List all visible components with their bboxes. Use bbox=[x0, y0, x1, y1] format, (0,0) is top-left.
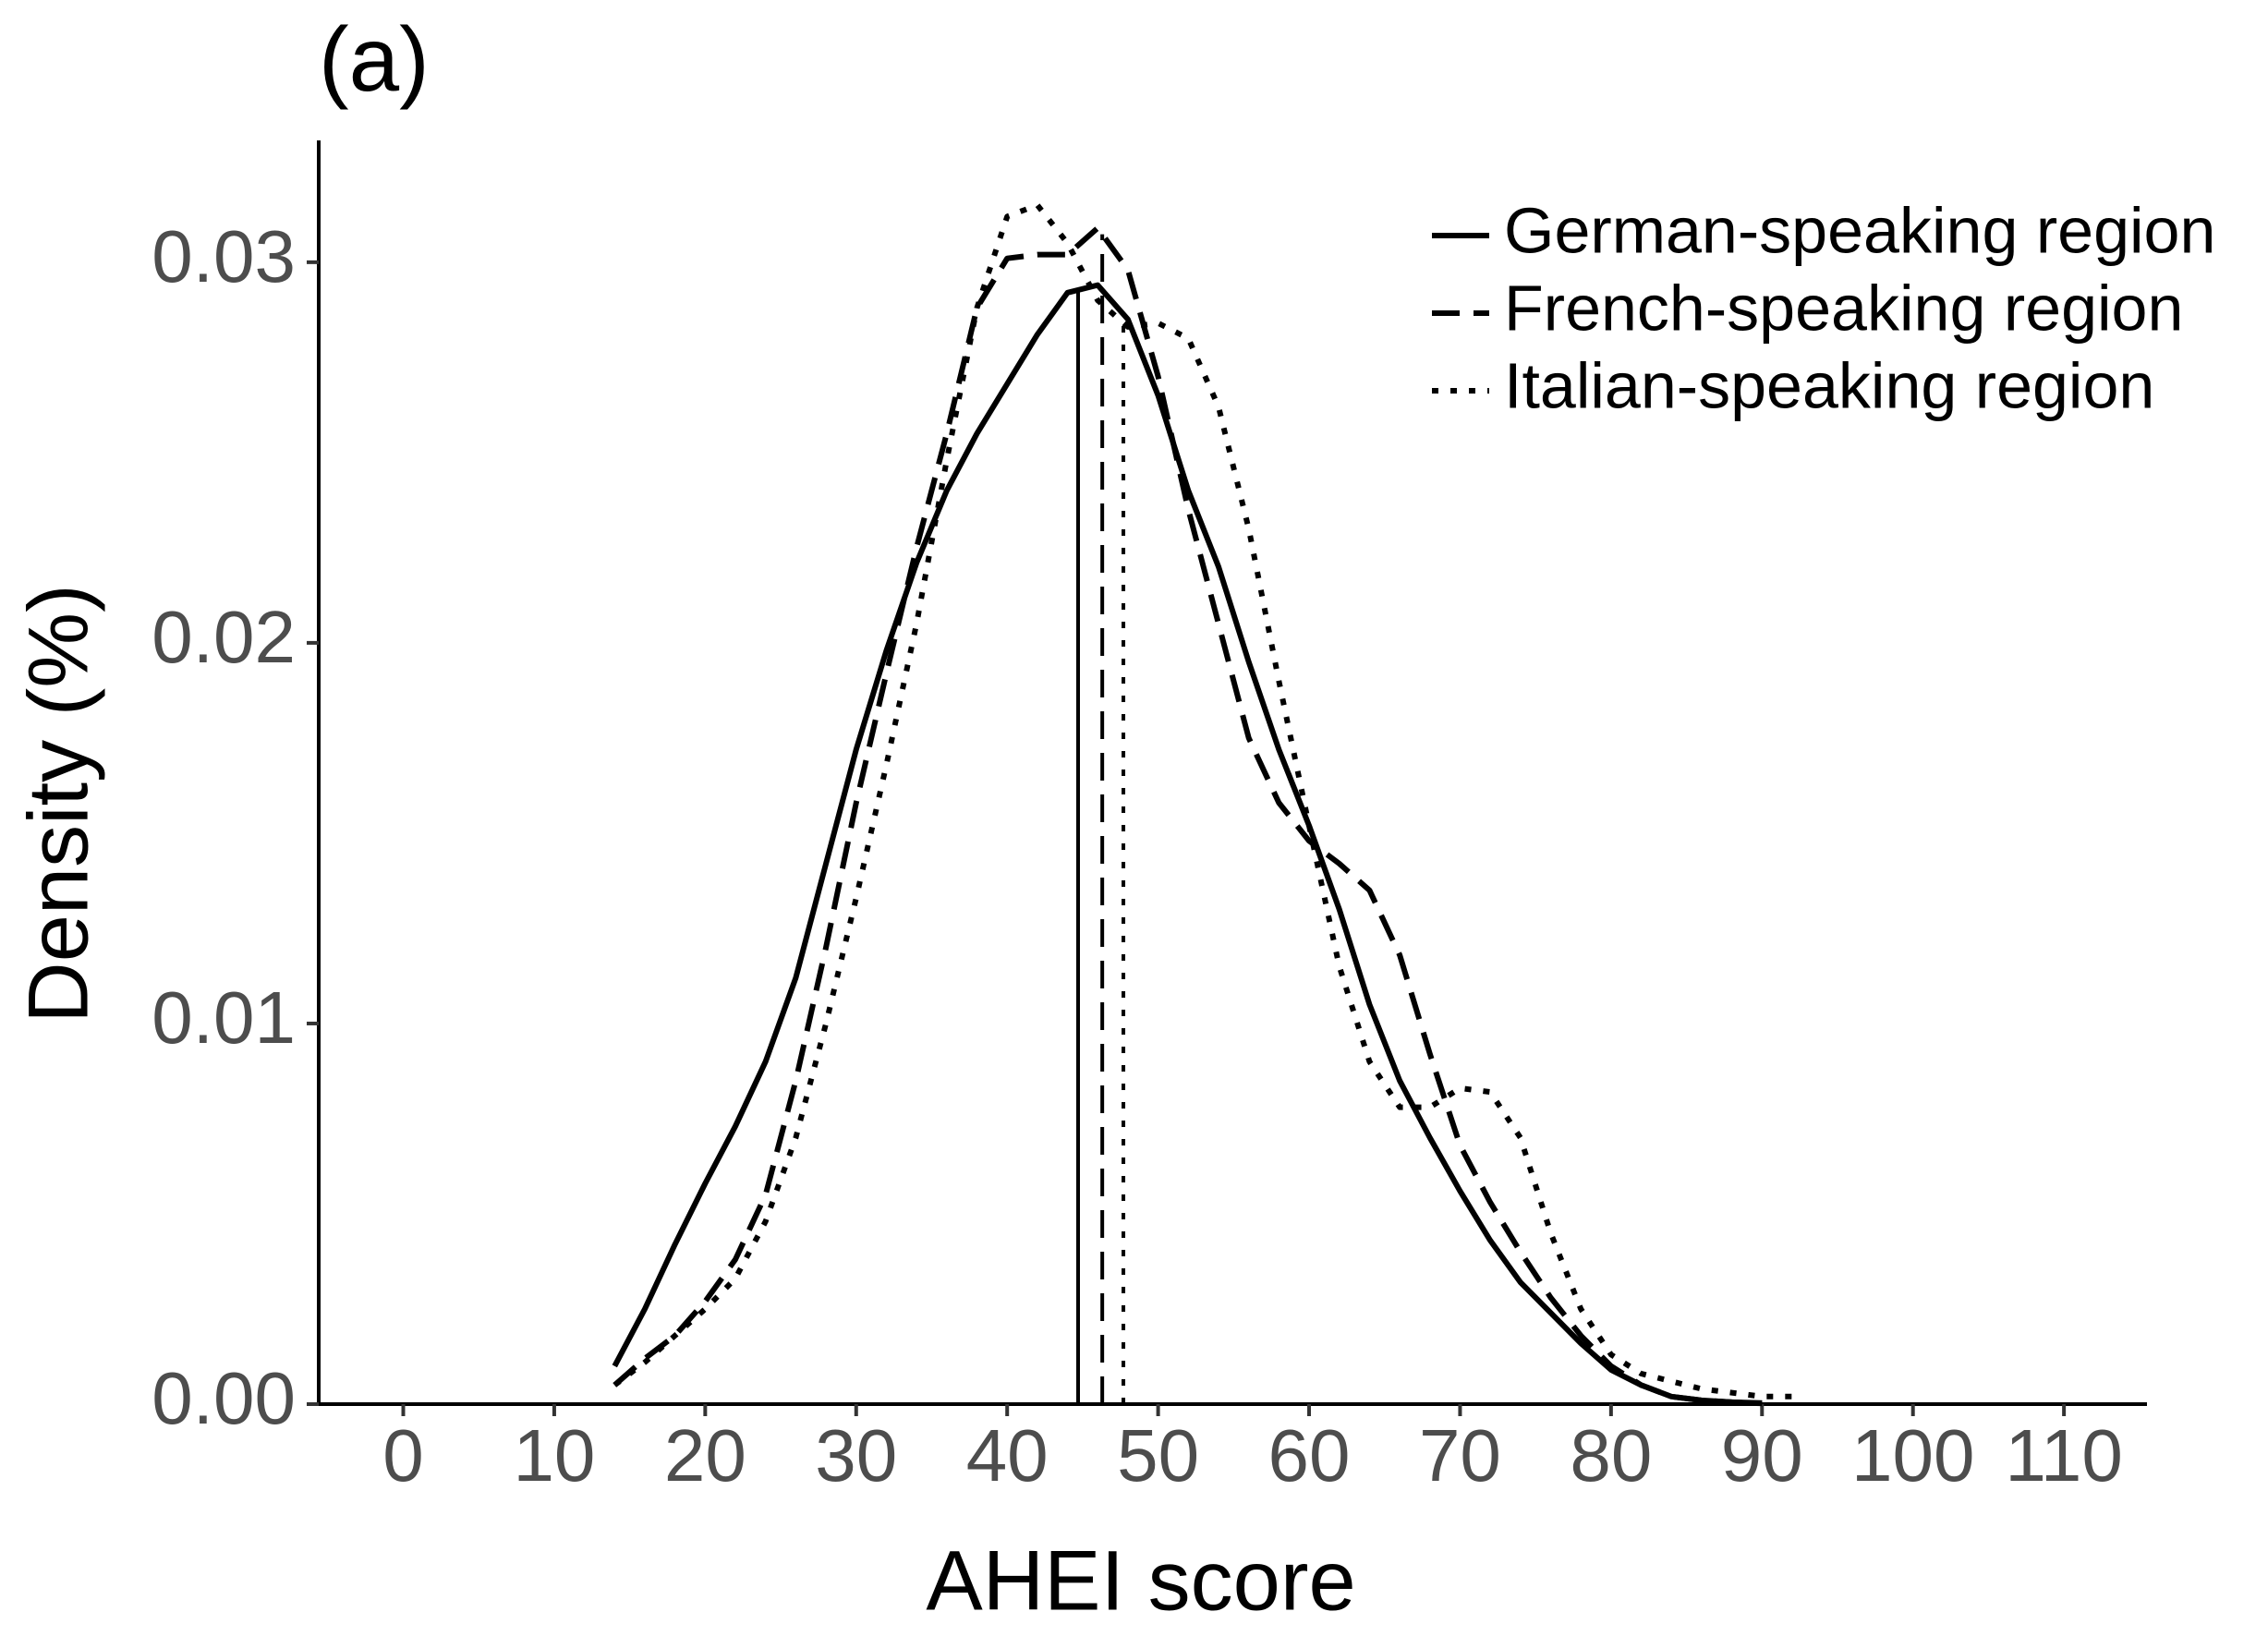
x-tick-label: 10 bbox=[513, 1414, 595, 1497]
x-tick-label: 110 bbox=[2005, 1414, 2123, 1497]
y-tick-label: 0.02 bbox=[152, 596, 296, 678]
y-tick-label: 0.03 bbox=[152, 215, 296, 297]
y-tick-label: 0.01 bbox=[152, 976, 296, 1059]
density-line bbox=[612, 282, 1763, 1406]
y-axis-title: Density (%) bbox=[11, 584, 105, 1023]
x-tick-label: 80 bbox=[1570, 1414, 1652, 1497]
x-tick-label: 40 bbox=[966, 1414, 1049, 1497]
chart-title: (a) bbox=[319, 8, 430, 110]
legend-label: German-speaking region bbox=[1504, 194, 2215, 266]
x-axis-title: AHEI score bbox=[926, 1533, 1355, 1628]
legend-label: French-speaking region bbox=[1504, 272, 2183, 344]
x-tick-label: 90 bbox=[1721, 1414, 1803, 1497]
x-tick-label: 100 bbox=[1851, 1414, 1974, 1497]
x-tick-label: 70 bbox=[1419, 1414, 1501, 1497]
y-tick-label: 0.00 bbox=[152, 1357, 296, 1439]
x-tick-label: 20 bbox=[664, 1414, 746, 1497]
x-tick-label: 0 bbox=[382, 1414, 424, 1497]
legend-label: Italian-speaking region bbox=[1504, 349, 2154, 421]
x-tick-label: 30 bbox=[815, 1414, 897, 1497]
x-tick-label: 50 bbox=[1117, 1414, 1199, 1497]
x-tick-label: 60 bbox=[1268, 1414, 1351, 1497]
density-line bbox=[612, 202, 1792, 1400]
